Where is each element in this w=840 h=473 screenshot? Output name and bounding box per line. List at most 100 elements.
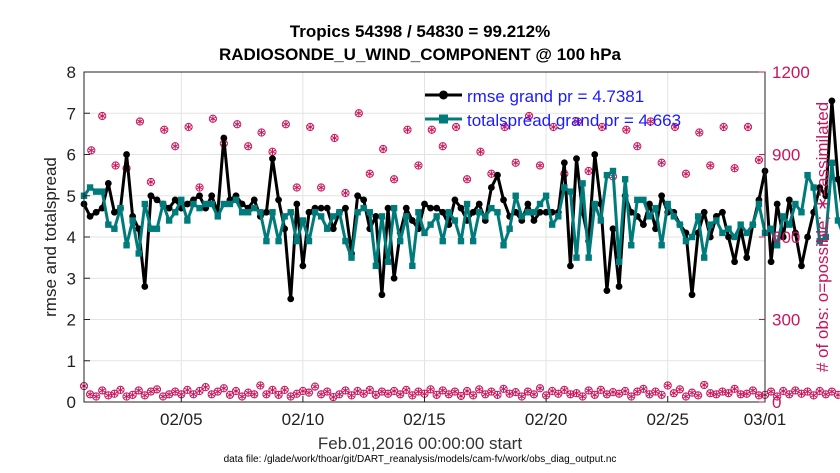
totalspread-point: [780, 213, 787, 220]
asterisk-stroke: [599, 124, 606, 130]
obs-assimilated-marker: [464, 387, 471, 395]
obs-possible-marker: [330, 133, 339, 143]
obs-possible-marker: [140, 391, 149, 400]
obs-possible-marker: [341, 188, 350, 198]
obs-assimilated-marker: [245, 143, 252, 150]
rmse-point: [615, 283, 623, 290]
obs-possible-marker: [578, 392, 587, 401]
asterisk-stroke: [476, 387, 483, 392]
asterisk-stroke: [543, 393, 550, 398]
obs-possible-marker: [225, 390, 235, 399]
obs-possible-marker: [743, 122, 753, 132]
obs-assimilated-marker: [239, 393, 246, 400]
totalspread-point: [670, 213, 677, 220]
obs-possible-marker: [268, 385, 277, 394]
obs-possible-marker: [627, 392, 636, 401]
totalspread-point: [129, 217, 136, 224]
asterisk-stroke: [453, 124, 460, 130]
obs-assimilated-marker: [93, 393, 100, 400]
asterisk-stroke: [360, 391, 367, 396]
obs-possible-marker: [766, 387, 776, 396]
obs-assimilated-marker: [816, 387, 823, 395]
obs-possible-marker: [633, 142, 642, 151]
totalspread-point: [409, 262, 416, 270]
rmse-point: [433, 204, 441, 212]
obs-possible-marker: [213, 387, 222, 396]
obs-assimilated-marker: [470, 392, 477, 399]
rmse-point: [828, 97, 836, 105]
asterisk-stroke: [744, 124, 752, 130]
asterisk-stroke: [500, 386, 507, 391]
asterisk-stroke: [585, 168, 592, 174]
obs-assimilated-marker: [324, 388, 331, 395]
obs-assimilated-marker: [397, 391, 404, 398]
obs-assimilated-marker: [263, 391, 270, 398]
obs-possible-marker: [292, 183, 301, 192]
totalspread-point: [719, 229, 726, 237]
obs-assimilated-marker: [190, 391, 197, 398]
asterisk-stroke: [269, 149, 276, 154]
totalspread-point: [676, 221, 684, 228]
totalspread-point: [567, 188, 574, 195]
totalspread-point: [299, 217, 307, 224]
obs-possible-marker: [730, 384, 739, 393]
asterisk-stroke: [696, 130, 703, 135]
asterisk-stroke: [190, 392, 197, 397]
rmse-point: [408, 217, 416, 224]
totalspread-point: [476, 209, 483, 216]
obs-assimilated-marker: [707, 162, 714, 169]
rmse-point: [792, 229, 799, 237]
asterisk-stroke: [792, 388, 799, 393]
asterisk-stroke: [731, 166, 738, 171]
obs-assimilated-marker: [822, 391, 829, 398]
asterisk-stroke: [731, 386, 738, 391]
asterisk-stroke: [305, 390, 313, 395]
obs-assimilated-marker: [136, 118, 143, 125]
obs-assimilated-marker: [117, 386, 124, 394]
obs-possible-marker: [773, 392, 782, 401]
totalspread-point: [579, 180, 586, 187]
obs-assimilated-marker: [634, 388, 641, 395]
obs-assimilated-marker: [287, 393, 294, 400]
rmse-point: [658, 192, 666, 200]
obs-assimilated-marker: [658, 159, 665, 166]
obs-assimilated-marker: [786, 391, 793, 398]
obs-possible-marker: [110, 389, 119, 398]
obs-possible-marker: [274, 390, 283, 399]
asterisk-stroke: [816, 388, 823, 394]
rmse-point: [779, 233, 787, 241]
totalspread-point: [804, 171, 811, 179]
rmse-point: [342, 204, 349, 212]
obs-possible-marker: [452, 122, 461, 132]
asterisk-stroke: [494, 392, 501, 397]
asterisk-stroke: [263, 392, 270, 397]
totalspread-point: [372, 262, 380, 270]
obs-assimilated-marker: [810, 392, 817, 399]
rmse-point: [804, 233, 811, 241]
totalspread-point: [700, 254, 708, 261]
asterisk-stroke: [689, 390, 696, 395]
asterisk-stroke: [536, 163, 544, 168]
obs-possible-marker: [280, 385, 289, 394]
obs-assimilated-marker: [652, 388, 659, 395]
totalspread-line: [82, 161, 840, 268]
obs-assimilated-marker: [258, 129, 265, 136]
obs-possible-marker: [681, 392, 691, 401]
asterisk-stroke: [682, 394, 689, 399]
asterisk-stroke: [257, 383, 264, 388]
obs-assimilated-marker: [719, 388, 726, 395]
y-tick-label-right: 300: [772, 311, 800, 330]
y-axis-label-right: # of obs: o=possible; ∗=assimilated: [813, 101, 832, 373]
obs-assimilated-marker: [640, 385, 647, 392]
obs-assimilated-marker: [123, 393, 130, 400]
y-tick-label-right: 0: [772, 393, 781, 412]
totalspread-point: [190, 200, 197, 208]
obs-assimilated-marker: [536, 385, 544, 392]
totalspread-point: [396, 237, 404, 245]
obs-assimilated-marker: [366, 386, 373, 394]
totalspread-point: [457, 237, 465, 245]
obs-possible-marker: [657, 390, 666, 399]
legend-rmse-marker: [439, 90, 448, 100]
obs-assimilated-marker: [415, 162, 422, 169]
asterisk-stroke: [245, 144, 252, 149]
